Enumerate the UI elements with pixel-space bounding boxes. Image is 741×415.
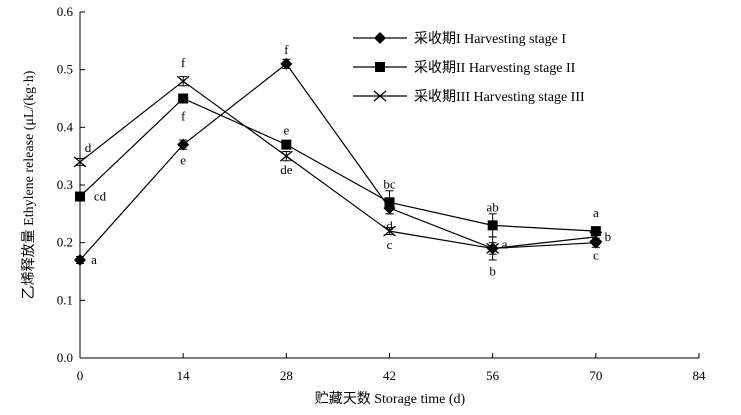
x-tick-label: 70: [589, 368, 602, 383]
significance-letter: c: [387, 237, 393, 252]
significance-letter: ab: [487, 199, 499, 214]
significance-letter: f: [284, 42, 289, 57]
series-line: [79, 80, 596, 250]
significance-letter: bc: [383, 176, 396, 191]
legend-label: 采收期III Harvesting stage III: [414, 89, 585, 105]
significance-letter: de: [280, 162, 293, 177]
x-marker-stroke: [486, 242, 500, 254]
series-line: [79, 97, 596, 232]
x-marker-stroke: [279, 150, 293, 162]
significance-letter: e: [283, 123, 289, 138]
x-marker-stroke: [373, 90, 387, 102]
significance-letter: f: [181, 109, 186, 124]
legend-entry-3: 采收期III Harvesting stage III: [353, 89, 585, 105]
y-tick-label: 0.1: [57, 292, 73, 307]
x-marker-stroke: [383, 225, 396, 237]
x-marker-stroke: [589, 231, 603, 243]
square-marker: [281, 139, 292, 150]
x-marker: [176, 75, 190, 87]
legend-entry-2: 采收期II Harvesting stage II: [353, 60, 576, 76]
diamond-marker: [177, 138, 190, 151]
series-2: [75, 93, 601, 238]
x-marker: [373, 90, 387, 102]
y-tick-label: 0.5: [57, 62, 73, 77]
significance-letter: b: [605, 229, 612, 244]
diamond-marker: [374, 32, 386, 44]
x-marker-stroke: [73, 156, 87, 168]
x-marker: [383, 225, 396, 237]
legend-label: 采收期II Harvesting stage II: [414, 60, 576, 76]
plot-area: 0 14 28 42 56 70 84 0.0 0.1 0.2 0.3 0.4 0.5 0.6 a e f d…: [57, 4, 706, 383]
x-axis-ticks: 0 14 28 42 56 70 84: [77, 353, 706, 383]
y-axis-ticks: 0.0 0.1 0.2 0.3 0.4 0.5 0.6: [57, 4, 85, 365]
significance-letter: d: [85, 140, 92, 155]
significance-letter: c: [593, 248, 599, 263]
x-tick-label: 28: [280, 368, 293, 383]
series-3: [73, 75, 603, 261]
square-marker: [590, 226, 601, 237]
significance-letter: e: [180, 153, 186, 168]
significance-letter: b: [489, 263, 496, 278]
legend-label: 采收期I Harvesting stage I: [414, 31, 566, 47]
square-marker: [384, 197, 395, 208]
y-axis-title: 乙烯释放量 Ethylene release (μL/(kg·h): [21, 70, 37, 299]
legend: 采收期I Harvesting stage I 采收期II Harvesting …: [353, 31, 585, 105]
diamond-marker: [280, 57, 293, 70]
significance-letter: a: [502, 236, 508, 251]
square-marker: [178, 93, 189, 104]
x-marker: [73, 156, 87, 168]
square-marker: [375, 62, 385, 72]
significance-letter: cd: [94, 189, 107, 204]
x-marker: [486, 242, 500, 254]
x-tick-label: 84: [693, 368, 707, 383]
x-tick-label: 0: [77, 368, 84, 383]
square-marker: [487, 220, 498, 231]
legend-entry-1: 采收期I Harvesting stage I: [353, 31, 566, 47]
x-tick-label: 42: [383, 368, 396, 383]
square-marker: [75, 191, 85, 202]
x-tick-label: 56: [486, 368, 500, 383]
y-tick-label: 0.0: [57, 350, 73, 365]
x-marker: [589, 231, 603, 243]
y-tick-label: 0.6: [57, 4, 74, 19]
significance-letter: a: [91, 252, 97, 267]
significance-letter: a: [593, 205, 599, 220]
x-tick-label: 14: [177, 368, 191, 383]
x-axis-title: 贮藏天数 Storage time (d): [315, 391, 466, 407]
significance-letter: f: [181, 55, 186, 70]
series-line: [79, 63, 596, 261]
significance-letter: d: [386, 218, 393, 233]
y-tick-label: 0.3: [57, 177, 73, 192]
series-layer: [73, 57, 603, 266]
y-tick-label: 0.2: [57, 235, 73, 250]
diamond-marker: [74, 253, 86, 266]
y-tick-label: 0.4: [57, 119, 74, 134]
x-marker: [279, 150, 293, 162]
x-marker-stroke: [176, 75, 190, 87]
